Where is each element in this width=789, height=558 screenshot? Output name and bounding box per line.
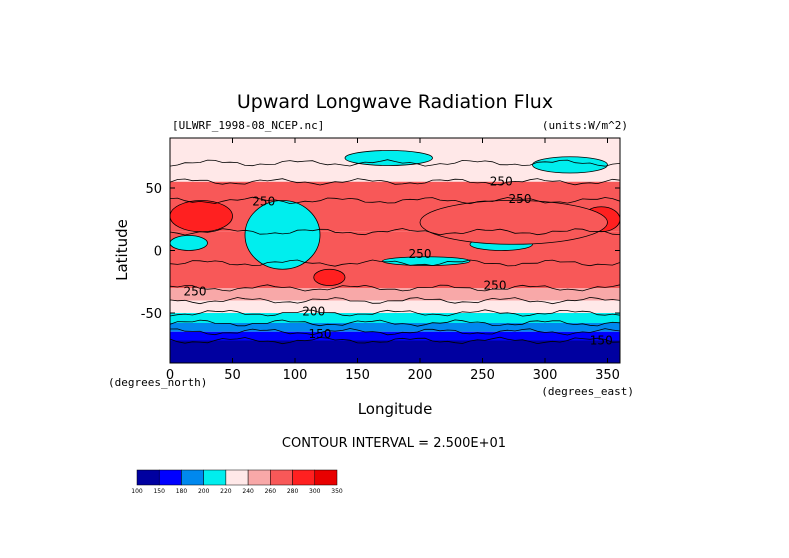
colorbar-swatch <box>292 469 316 486</box>
y-tick-label: -50 <box>141 307 162 322</box>
contour-line <box>170 328 620 336</box>
y-axis-ticks: 50 0 -50 <box>141 182 620 322</box>
contour-line <box>170 159 620 167</box>
colorbar-label: 260 <box>265 488 277 495</box>
contour-label: 250 <box>509 192 532 206</box>
x-axis-label: Longitude <box>358 400 433 418</box>
heatmap-band <box>170 163 620 182</box>
contour-label: 250 <box>252 195 275 209</box>
contour-lines <box>170 159 620 345</box>
heatmap-band <box>170 313 620 323</box>
contour-line <box>170 228 620 236</box>
colorbar-swatch <box>158 469 182 486</box>
heatmap-feature <box>170 235 208 251</box>
heatmap-band <box>170 288 620 301</box>
heatmap-feature <box>344 150 433 166</box>
y-tick-label: 50 <box>145 182 162 197</box>
contour-labels: 250 250 250 250 250 250 200 150 150 <box>184 175 613 348</box>
colorbar-label: 100 <box>131 488 143 495</box>
heatmap-band <box>170 300 620 313</box>
colorbar-swatch <box>314 469 338 486</box>
plot-area: 250 250 250 250 250 250 200 150 150 <box>170 138 620 363</box>
x-tick-label: 200 <box>408 368 433 383</box>
contour-line <box>170 309 620 317</box>
y-tick-label: 0 <box>154 245 162 260</box>
colorbar-label: 350 <box>331 488 343 495</box>
heatmap-band <box>170 331 620 341</box>
x-tick-label: 100 <box>283 368 308 383</box>
heatmap-band <box>170 181 620 201</box>
colorbar-swatch <box>136 469 160 486</box>
heatmap-feature <box>244 200 321 270</box>
contour-label: 150 <box>590 333 613 347</box>
contour-label: 250 <box>409 247 432 261</box>
x-tick-label: 50 <box>224 368 241 383</box>
colorbar-label: 180 <box>176 488 188 495</box>
x-tick-label: 0 <box>166 368 174 383</box>
contour-label: 250 <box>484 278 507 292</box>
x-tick-label: 350 <box>595 368 620 383</box>
contour-label: 200 <box>302 305 325 319</box>
contour-line <box>170 319 620 327</box>
y-unit-label: (degrees_north) <box>108 376 207 389</box>
colorbar-label: 220 <box>220 488 232 495</box>
units-label: (units:W/m^2) <box>542 119 628 132</box>
contour-line <box>170 296 620 305</box>
y-axis-label: Latitude <box>113 219 131 281</box>
x-tick-label: 250 <box>470 368 495 383</box>
contour-line <box>170 259 620 267</box>
heatmap-band <box>170 340 620 363</box>
heatmap-band <box>170 323 620 332</box>
colorbar-label: 200 <box>198 488 210 495</box>
colorbar-label: 300 <box>309 488 321 495</box>
heatmap-band <box>170 263 620 288</box>
heatmap-feature <box>532 156 608 174</box>
x-tick-label: 150 <box>345 368 370 383</box>
contour-line <box>170 178 620 186</box>
heatmap-features <box>170 150 620 286</box>
colorbar-swatch <box>270 469 293 486</box>
file-label: [ULWRF_1998-08_NCEP.nc] <box>172 119 324 132</box>
contour-line <box>170 284 620 292</box>
x-unit-label: (degrees_east) <box>541 385 634 398</box>
contour-line <box>170 336 620 345</box>
x-tick-label: 300 <box>533 368 558 383</box>
contour-line <box>170 196 620 205</box>
colorbar-swatch <box>247 469 271 486</box>
colorbar-label: 240 <box>242 488 254 495</box>
heatmap-feature <box>313 268 346 286</box>
colorbar-label: 280 <box>287 488 299 495</box>
x-axis-ticks: 0 50 100 150 200 250 300 350 <box>166 138 620 383</box>
contour-interval-label: CONTOUR INTERVAL = 2.500E+01 <box>282 436 506 451</box>
contour-label: 250 <box>184 285 207 299</box>
colorbar-swatch <box>181 469 204 486</box>
heatmap-feature <box>170 200 233 233</box>
colorbar-swatch <box>203 469 227 486</box>
contour-label: 150 <box>309 327 332 341</box>
colorbar: 100 150 180 200 220 240 260 280 300 350 <box>131 469 343 495</box>
heatmap-feature <box>419 200 608 245</box>
contour-label: 250 <box>490 175 513 189</box>
chart-title: Upward Longwave Radiation Flux <box>237 91 553 113</box>
colorbar-swatch <box>225 469 249 486</box>
colorbar-label: 150 <box>153 488 165 495</box>
